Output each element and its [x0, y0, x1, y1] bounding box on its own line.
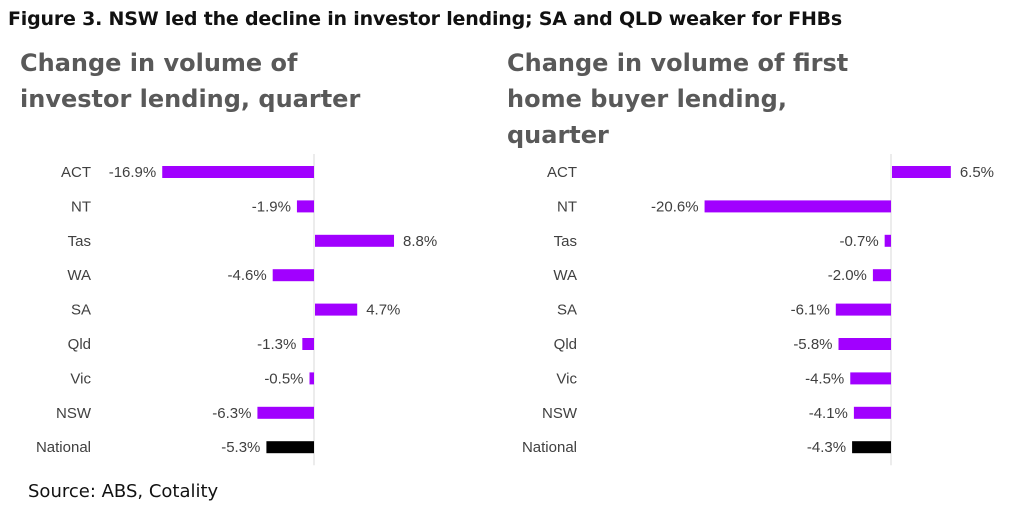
investor-bar [315, 303, 358, 316]
fhb-value-label: -5.8% [793, 336, 832, 353]
investor-chart-title: Change in volume of investor lending, qu… [20, 49, 361, 113]
investor-value-label: -1.9% [252, 198, 291, 215]
investor-category-label: National [36, 439, 91, 456]
fhb-bar [852, 441, 891, 454]
investor-bar [272, 269, 314, 282]
fhb-category-label: SA [557, 302, 577, 319]
fhb-value-label: -2.0% [828, 267, 867, 284]
investor-category-label: NSW [56, 405, 92, 422]
fhb-bar [884, 234, 891, 247]
investor-category-label: Qld [68, 336, 91, 353]
fhb-category-label: NT [557, 198, 577, 215]
fhb-bar [838, 338, 891, 350]
fhb-chart: ACT 6.5% NT -20.6% Tas -0.7% WA -2.0% SA -6.1% Qld… [522, 154, 994, 466]
fhb-bar [835, 303, 891, 316]
fhb-category-label: WA [553, 267, 577, 284]
investor-value-label: 8.8% [403, 233, 437, 250]
fhb-bar [704, 200, 891, 213]
investor-category-label: SA [71, 302, 91, 319]
fhb-chart-title: Change in volume of first home buyer len… [507, 49, 849, 149]
fhb-value-label: -6.1% [791, 302, 830, 319]
investor-bar [266, 441, 314, 454]
investor-value-label: -6.3% [212, 405, 251, 422]
fhb-value-label: -0.7% [839, 233, 878, 250]
investor-bar [162, 166, 314, 178]
figure-title: Figure 3. NSW led the decline in investo… [8, 8, 843, 30]
investor-bar [309, 372, 314, 385]
fhb-bar [872, 269, 891, 282]
investor-category-label: Vic [70, 370, 91, 387]
fhb-category-label: Vic [556, 370, 577, 387]
fhb-category-label: ACT [547, 164, 577, 181]
investor-value-label: -16.9% [109, 164, 157, 181]
fhb-value-label: -20.6% [651, 198, 699, 215]
fhb-bar [853, 406, 891, 419]
fhb-bar [892, 166, 951, 178]
fhb-category-label: Qld [554, 336, 577, 353]
source-note: Source: ABS, Cotality [28, 481, 219, 502]
investor-value-label: -0.5% [264, 370, 303, 387]
fhb-value-label: -4.1% [809, 405, 848, 422]
investor-category-label: NT [71, 198, 91, 215]
fhb-category-label: NSW [542, 405, 578, 422]
investor-category-label: Tas [68, 233, 91, 250]
investor-bar [302, 338, 314, 350]
investor-value-label: -4.6% [228, 267, 267, 284]
investor-bar [296, 200, 314, 213]
investor-bar [257, 406, 314, 419]
investor-category-label: ACT [61, 164, 91, 181]
investor-value-label: 4.7% [366, 302, 400, 319]
investor-value-label: -1.3% [257, 336, 296, 353]
investor-bar [315, 234, 395, 247]
investor-chart: ACT -16.9% NT -1.9% Tas 8.8% WA -4.6% SA 4.7% Qld -… [36, 154, 437, 466]
fhb-bar [850, 372, 891, 385]
fhb-category-label: Tas [554, 233, 577, 250]
investor-value-label: -5.3% [221, 439, 260, 456]
fhb-value-label: -4.3% [807, 439, 846, 456]
fhb-category-label: National [522, 439, 577, 456]
fhb-value-label: 6.5% [960, 164, 994, 181]
fhb-value-label: -4.5% [805, 370, 844, 387]
investor-category-label: WA [67, 267, 91, 284]
